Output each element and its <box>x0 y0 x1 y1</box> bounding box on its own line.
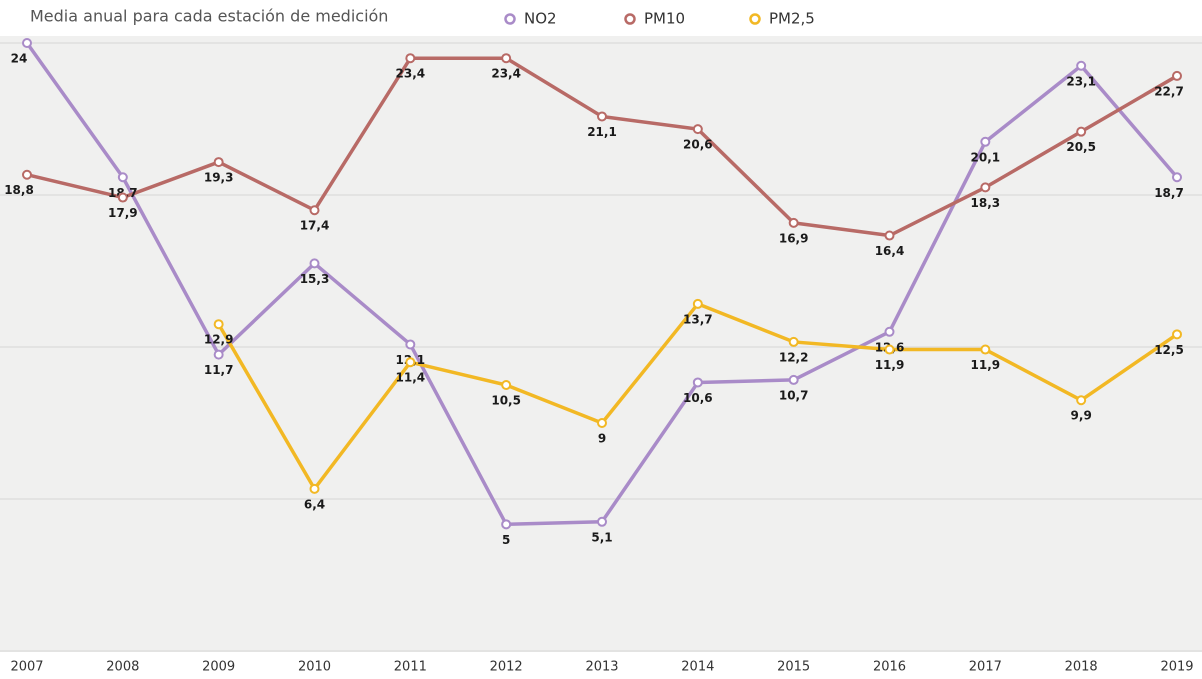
legend-label: PM10 <box>644 10 685 28</box>
point <box>692 377 703 388</box>
point <box>884 230 895 241</box>
point <box>309 483 320 494</box>
data-label: 17,4 <box>300 219 330 233</box>
point <box>788 374 799 385</box>
x-tick-label: 2012 <box>490 660 523 675</box>
data-label: 18,7 <box>1154 186 1184 200</box>
x-tick-label: 2007 <box>10 660 43 675</box>
point <box>884 344 895 355</box>
point <box>117 172 128 183</box>
data-label: 5,1 <box>591 530 612 544</box>
data-label: 11,4 <box>396 371 426 385</box>
point <box>980 182 991 193</box>
x-tick-label: 2015 <box>777 660 810 675</box>
point <box>692 298 703 309</box>
point <box>597 516 607 527</box>
data-label: 22,7 <box>1154 84 1184 98</box>
data-label: 11,9 <box>875 358 905 372</box>
point <box>501 380 512 390</box>
data-label: 17,9 <box>108 206 138 220</box>
data-label: 5 <box>502 533 510 547</box>
data-label: 9,9 <box>1071 409 1092 423</box>
data-label: 23,1 <box>1066 74 1096 88</box>
x-tick-label: 2009 <box>202 660 235 675</box>
data-label: 23,4 <box>491 67 521 81</box>
point <box>1076 126 1087 137</box>
data-label: 12,5 <box>1154 343 1184 357</box>
point <box>405 53 416 64</box>
chart-title: Media anual para cada estación de medici… <box>30 7 388 26</box>
point <box>405 339 416 350</box>
point <box>884 326 895 337</box>
point <box>501 53 512 64</box>
data-label: 10,6 <box>683 391 713 405</box>
data-label: 18,8 <box>4 183 34 197</box>
legend-label: NO2 <box>524 10 557 28</box>
point <box>980 344 991 355</box>
data-label: 19,3 <box>204 171 234 185</box>
x-tick-label: 2017 <box>969 660 1002 675</box>
point <box>1076 60 1087 71</box>
data-label: 21,1 <box>587 125 617 139</box>
point <box>309 258 320 269</box>
point <box>597 418 607 428</box>
data-label: 23,4 <box>396 67 426 81</box>
data-label: 11,7 <box>204 363 234 377</box>
point <box>980 136 991 147</box>
x-tick-label: 2013 <box>585 660 618 675</box>
legend-label: PM2,5 <box>769 10 815 28</box>
point <box>1172 172 1182 183</box>
data-label: 12,9 <box>204 333 234 347</box>
legend-marker <box>624 13 636 25</box>
data-label: 20,5 <box>1066 140 1096 154</box>
x-tick-label: 2010 <box>298 660 331 675</box>
point <box>22 169 32 180</box>
point <box>213 319 224 330</box>
point <box>1172 70 1182 81</box>
point <box>213 349 224 360</box>
point <box>117 192 128 203</box>
data-label: 18,3 <box>971 196 1001 210</box>
data-label: 24 <box>11 52 28 66</box>
x-tick-label: 2011 <box>394 660 427 675</box>
data-label: 10,5 <box>491 394 521 408</box>
data-label: 9 <box>598 432 606 446</box>
data-label: 12,2 <box>779 350 809 364</box>
data-label: 15,3 <box>300 272 330 286</box>
data-label: 11,9 <box>971 358 1001 372</box>
point <box>213 157 224 168</box>
point <box>692 124 703 135</box>
point <box>405 357 416 368</box>
point <box>309 205 320 216</box>
point <box>1076 395 1087 406</box>
data-label: 20,1 <box>971 150 1001 164</box>
point <box>788 336 799 347</box>
data-label: 16,4 <box>875 244 905 258</box>
point <box>788 217 799 228</box>
plot-background <box>0 36 1202 652</box>
legend-marker <box>504 13 516 25</box>
x-tick-label: 2008 <box>106 660 139 675</box>
x-tick-label: 2014 <box>681 660 714 675</box>
point <box>597 111 607 122</box>
x-tick-label: 2018 <box>1065 660 1098 675</box>
data-label: 13,7 <box>683 312 713 326</box>
x-tick-label: 2016 <box>873 660 906 675</box>
data-label: 6,4 <box>304 497 325 511</box>
x-tick-label: 2019 <box>1160 660 1193 675</box>
data-label: 20,6 <box>683 138 713 152</box>
data-label: 10,7 <box>779 388 809 402</box>
point <box>22 38 32 48</box>
legend-marker <box>749 13 761 25</box>
data-label: 16,9 <box>779 231 809 245</box>
point <box>1172 329 1182 340</box>
point <box>501 519 512 530</box>
